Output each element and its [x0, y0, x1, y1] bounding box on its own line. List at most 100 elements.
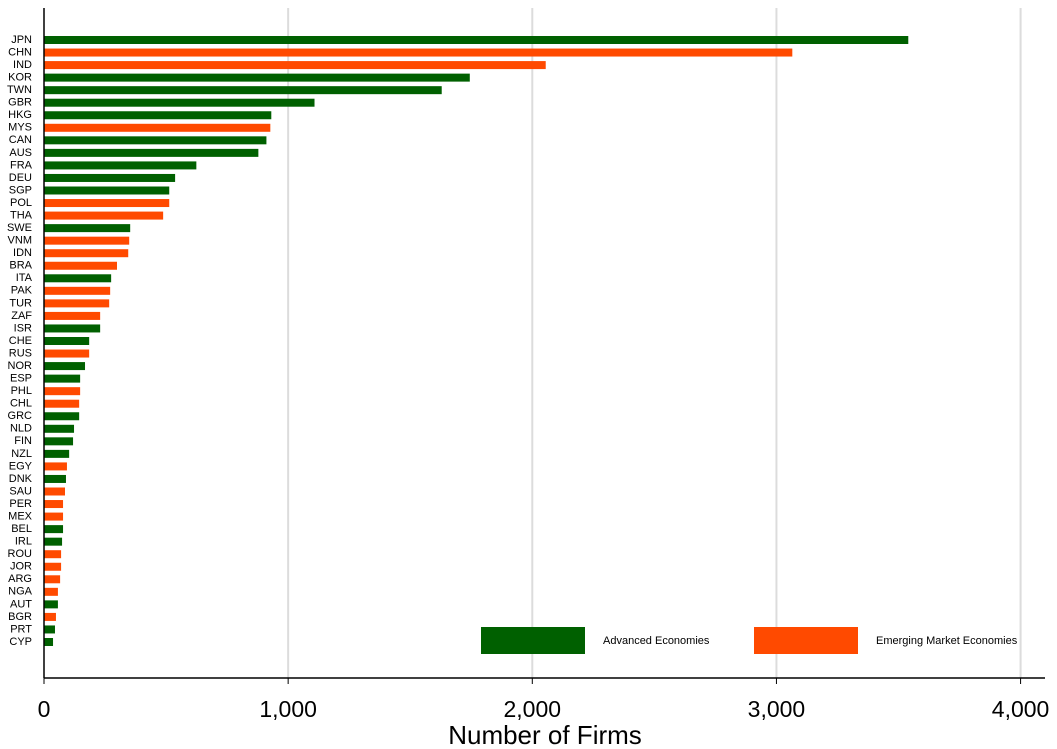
y-tick-label: BEL — [11, 523, 32, 535]
y-tick-label: MYS — [8, 122, 32, 134]
bar — [44, 625, 55, 634]
y-tick-label: NOR — [8, 360, 33, 372]
bar — [44, 537, 63, 546]
bar — [44, 512, 64, 521]
bar — [44, 638, 54, 646]
bar — [44, 199, 170, 208]
bar — [44, 161, 197, 170]
y-tick-label: TWN — [7, 84, 32, 96]
bar — [44, 587, 58, 596]
y-tick-label: DEU — [9, 172, 32, 184]
y-tick-label: VNM — [8, 235, 32, 247]
y-tick-label: IRL — [15, 536, 32, 548]
y-tick-label: CYP — [9, 636, 32, 648]
y-tick-label: ESP — [10, 373, 32, 385]
bar — [44, 48, 793, 57]
bar — [44, 311, 101, 320]
y-tick-label: CHN — [8, 46, 32, 58]
bar — [44, 299, 110, 308]
bar — [44, 123, 271, 132]
x-tick-label: 0 — [38, 696, 51, 722]
bar — [44, 525, 64, 534]
legend-swatch — [754, 627, 858, 654]
bar — [44, 462, 67, 471]
bar — [44, 61, 546, 70]
y-tick-label: ROU — [8, 548, 33, 560]
y-tick-label: IDN — [13, 247, 32, 259]
y-tick-label: FRA — [10, 159, 33, 171]
y-tick-label: PHL — [11, 385, 32, 397]
y-tick-label: CAN — [9, 134, 32, 146]
bar — [44, 362, 86, 371]
legend-swatch — [481, 627, 585, 654]
y-tick-label: THA — [10, 209, 33, 221]
bar — [44, 36, 909, 44]
legend-label: Advanced Economies — [603, 635, 710, 647]
y-tick-label: ZAF — [11, 310, 32, 322]
bar — [44, 274, 112, 283]
bar — [44, 412, 80, 421]
bar — [44, 173, 176, 182]
bar — [44, 600, 58, 609]
y-tick-label: RUS — [9, 347, 32, 359]
y-tick-label: PER — [9, 498, 32, 510]
x-tick-label: 4,000 — [992, 696, 1050, 722]
bar — [44, 73, 470, 82]
bar — [44, 500, 64, 509]
bar — [44, 437, 74, 446]
y-tick-label: BGR — [8, 611, 32, 623]
bar — [44, 236, 130, 245]
y-tick-label: NGA — [8, 586, 33, 598]
bar — [44, 449, 70, 458]
y-tick-label: GBR — [8, 97, 32, 109]
bar — [44, 337, 90, 345]
bar — [44, 111, 272, 120]
y-tick-label: FIN — [14, 435, 32, 447]
bar — [44, 575, 61, 584]
bar — [44, 550, 62, 559]
bar — [44, 136, 267, 145]
y-tick-label: DNK — [9, 473, 33, 485]
legend-label: Emerging Market Economies — [876, 635, 1018, 647]
y-tick-label: AUT — [10, 598, 32, 610]
x-tick-label: 1,000 — [259, 696, 317, 722]
bar — [44, 261, 117, 270]
bar — [44, 249, 129, 258]
bar — [44, 98, 315, 107]
y-tick-label: KOR — [8, 72, 32, 84]
bar — [44, 562, 62, 571]
y-tick-label: MEX — [8, 510, 33, 522]
y-tick-label: CHE — [9, 335, 32, 347]
x-tick-label: 2,000 — [504, 696, 562, 722]
y-tick-label: ITA — [16, 272, 33, 284]
x-axis-label: Number of Firms — [448, 720, 642, 749]
bar — [44, 324, 101, 333]
y-tick-label: SGP — [9, 184, 32, 196]
y-tick-label: TUR — [9, 297, 32, 309]
y-tick-label: IND — [13, 59, 32, 71]
bar — [44, 399, 80, 408]
bar — [44, 387, 81, 396]
y-tick-label: PAK — [11, 285, 33, 297]
y-tick-label: HKG — [8, 109, 32, 121]
bar — [44, 224, 131, 233]
y-tick-label: BRA — [9, 260, 32, 272]
y-tick-label: JOR — [10, 561, 32, 573]
y-tick-label: NZL — [11, 448, 32, 460]
y-tick-label: CHL — [10, 398, 32, 410]
y-tick-label: ISR — [14, 322, 32, 334]
bar — [44, 474, 66, 483]
bar — [44, 148, 259, 157]
bar — [44, 487, 65, 496]
bar — [44, 86, 442, 95]
y-tick-label: EGY — [9, 460, 33, 472]
bar — [44, 349, 90, 358]
bar — [44, 286, 111, 295]
bar — [44, 211, 164, 220]
bar — [44, 424, 75, 433]
bar — [44, 374, 81, 383]
y-tick-label: POL — [10, 197, 32, 209]
y-tick-label: AUS — [9, 147, 32, 159]
y-tick-label: NLD — [10, 423, 32, 435]
